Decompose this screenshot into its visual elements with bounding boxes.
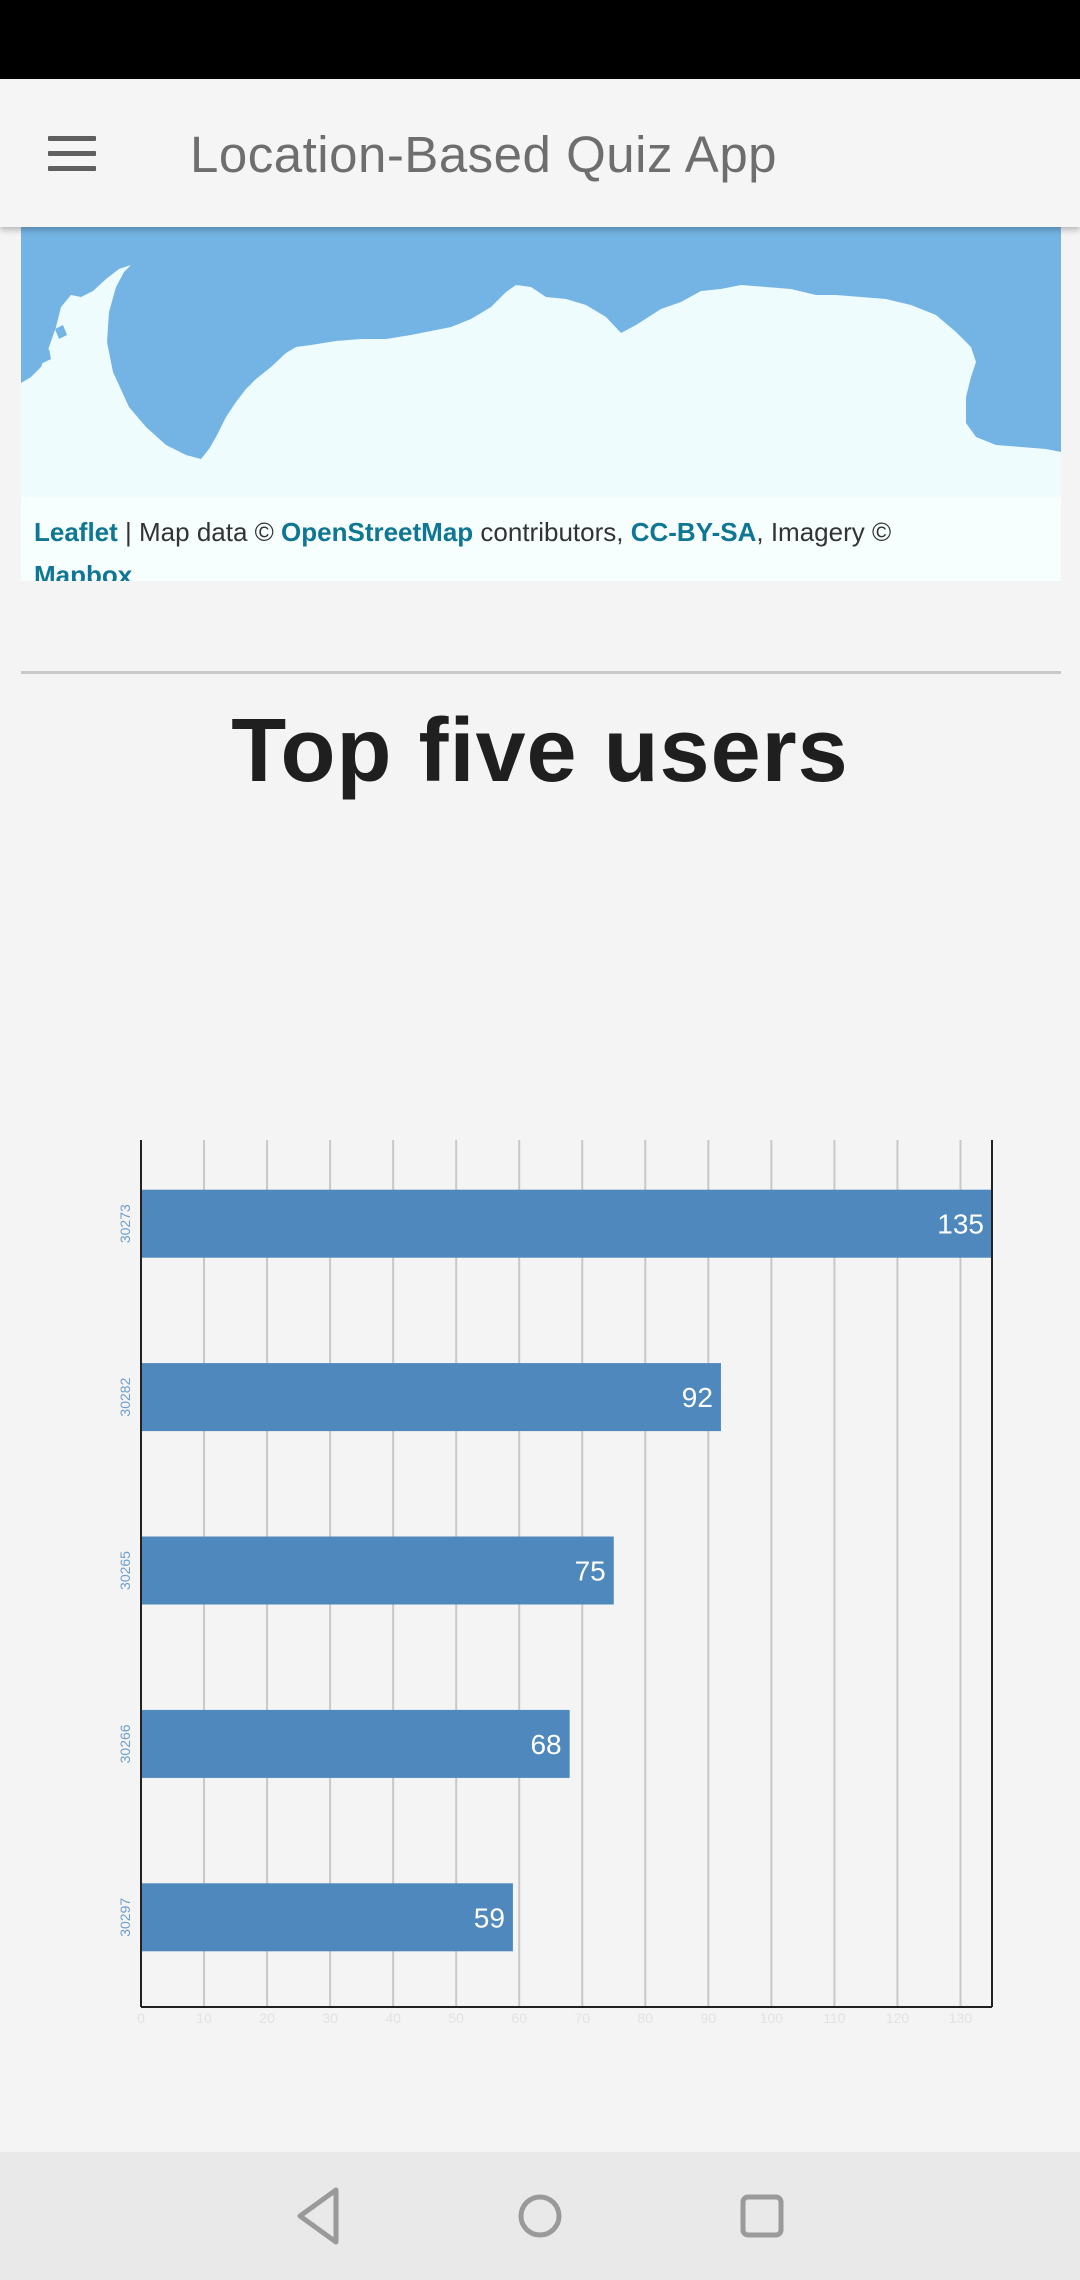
attribution-text-3: , Imagery © — [756, 517, 892, 547]
x-tick-label: 70 — [574, 2010, 590, 2026]
category-label: 30273 — [117, 1204, 133, 1243]
x-tick-label: 0 — [137, 2010, 145, 2026]
leaflet-link[interactable]: Leaflet — [34, 517, 118, 547]
bar-30297 — [141, 1883, 513, 1952]
x-tick-label: 110 — [823, 2010, 846, 2026]
category-label: 30266 — [117, 1724, 133, 1763]
x-tick-label: 120 — [886, 2010, 910, 2026]
x-tick-label: 90 — [701, 2010, 717, 2026]
bar-value-label: 59 — [474, 1902, 505, 1933]
bar-value-label: 75 — [575, 1556, 606, 1587]
x-tick-label: 80 — [638, 2010, 654, 2026]
bar-value-label: 135 — [937, 1209, 984, 1240]
back-icon[interactable] — [297, 2187, 339, 2245]
section-title: Top five users — [231, 701, 849, 801]
home-icon[interactable] — [518, 2194, 562, 2238]
x-tick-label: 10 — [196, 2010, 212, 2026]
section-divider — [21, 671, 1061, 674]
bar-value-label: 68 — [530, 1729, 561, 1760]
map-view[interactable]: Leaflet | Map data © OpenStreetMap contr… — [21, 227, 1061, 581]
bar-30266 — [141, 1709, 570, 1778]
bar-30273 — [141, 1189, 992, 1258]
x-tick-label: 130 — [949, 2010, 973, 2026]
bar-30265 — [141, 1536, 614, 1605]
category-label: 30282 — [117, 1377, 133, 1416]
map-attribution: Leaflet | Map data © OpenStreetMap contr… — [21, 497, 1061, 581]
x-tick-label: 100 — [760, 2010, 784, 2026]
hamburger-menu-icon[interactable] — [48, 136, 98, 172]
top-users-bar-chart: 135 30273 92 30282 75 30265 68 30266 59 30297 0 10 2… — [117, 1140, 993, 2026]
x-tick-label: 60 — [511, 2010, 527, 2026]
x-tick-label: 50 — [448, 2010, 464, 2026]
mapbox-link[interactable]: Mapbox — [34, 560, 133, 581]
cc-by-sa-link[interactable]: CC-BY-SA — [630, 517, 757, 547]
attribution-text-1: | Map data © — [117, 517, 282, 547]
recents-icon[interactable] — [740, 2194, 784, 2238]
bar-30282 — [141, 1363, 721, 1432]
category-label: 30297 — [117, 1898, 133, 1937]
app-title: Location-Based Quiz App — [190, 126, 778, 183]
attribution-text-2: contributors, — [473, 517, 631, 547]
app-bar: Location-Based Quiz App — [0, 79, 1080, 227]
openstreetmap-link[interactable]: OpenStreetMap — [281, 517, 474, 547]
x-tick-label: 30 — [322, 2010, 338, 2026]
x-tick-label: 40 — [385, 2010, 401, 2026]
status-bar — [0, 0, 1080, 79]
bar-value-label: 92 — [682, 1382, 713, 1413]
x-tick-label: 20 — [259, 2010, 275, 2026]
category-label: 30265 — [117, 1551, 133, 1590]
navigation-bar — [0, 2152, 1080, 2280]
